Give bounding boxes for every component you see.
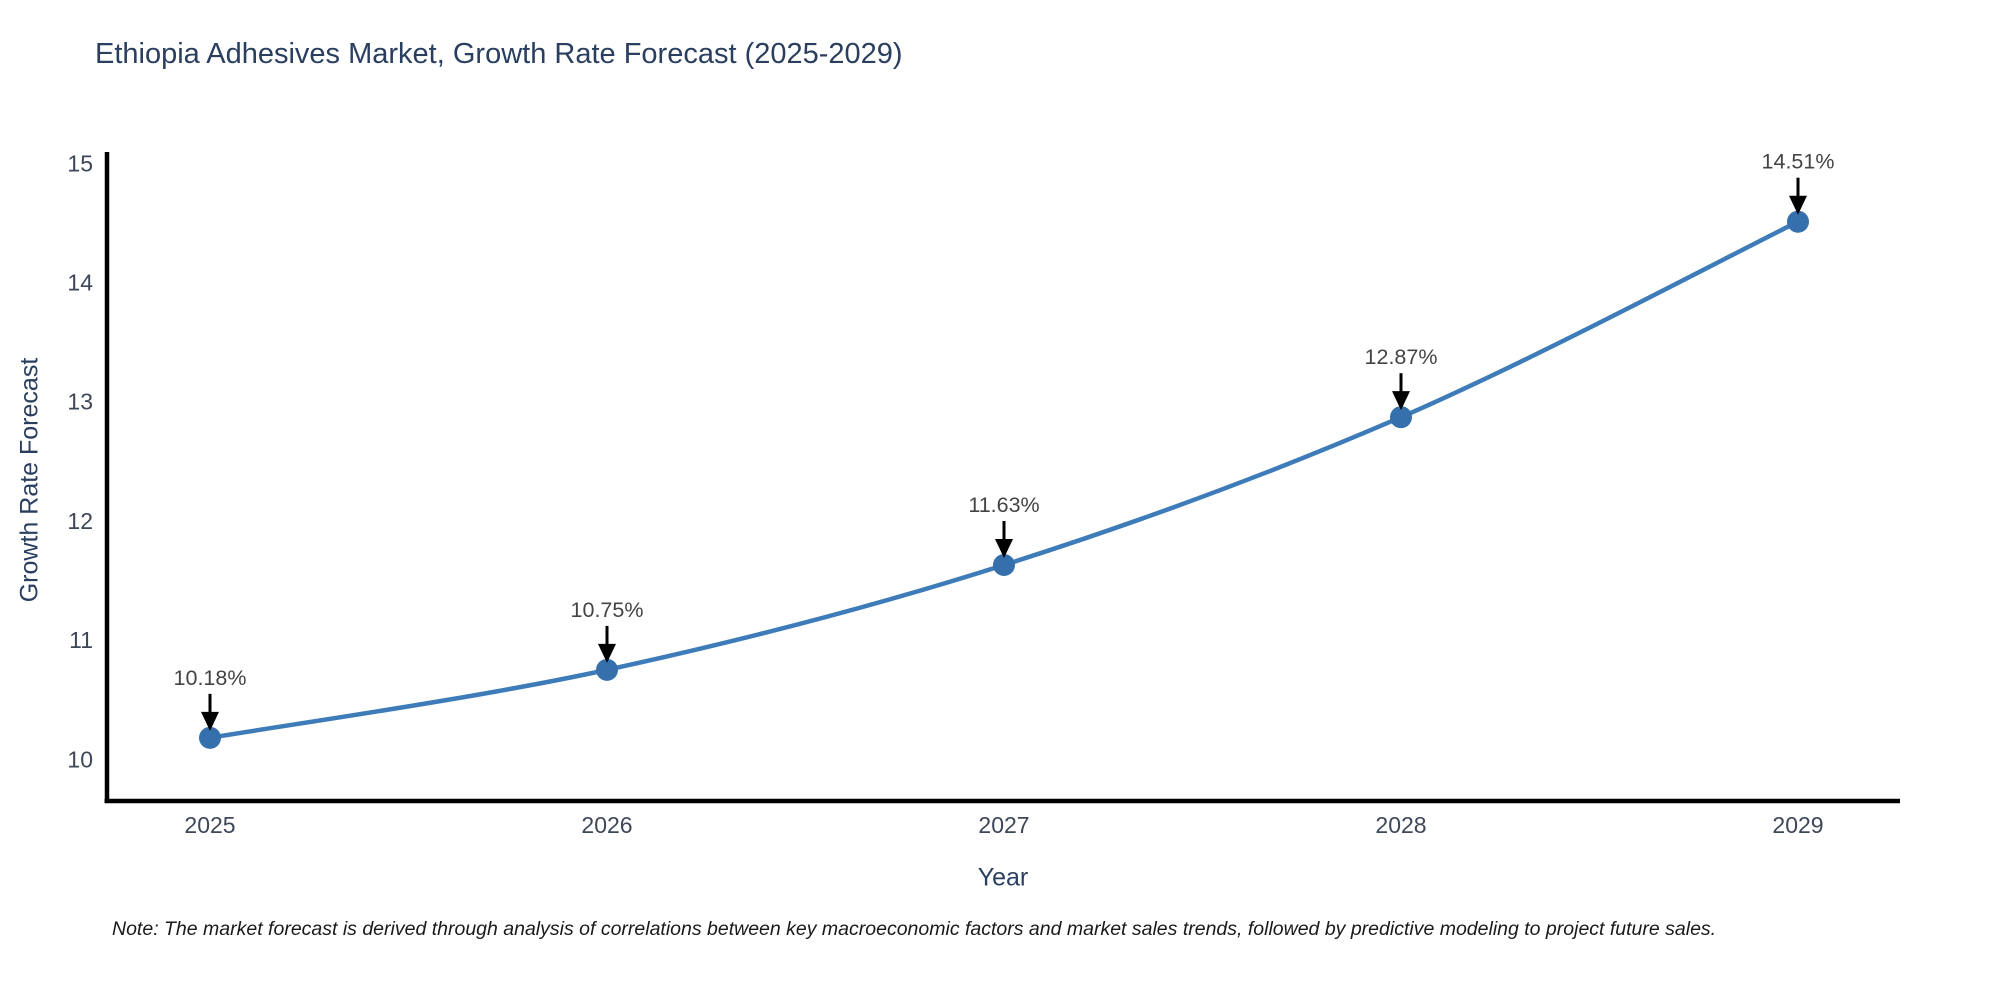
- point-value-label: 14.51%: [1762, 150, 1835, 174]
- data-point-marker: [596, 658, 618, 681]
- annotation-arrow-head: [1392, 391, 1410, 411]
- y-tick-label: 13: [67, 389, 93, 415]
- annotation-arrow-head: [995, 538, 1013, 558]
- footnote-text: Note: The market forecast is derived thr…: [112, 918, 1717, 940]
- chart-title: Ethiopia Adhesives Market, Growth Rate F…: [95, 38, 903, 70]
- forecast-line: [207, 219, 1801, 741]
- x-axis-title: Year: [977, 863, 1029, 892]
- point-value-label: 10.18%: [174, 666, 247, 690]
- x-tick-label: 2028: [1375, 812, 1426, 838]
- data-point-marker: [1787, 210, 1809, 233]
- point-value-label: 12.87%: [1365, 345, 1438, 369]
- y-tick-label: 14: [67, 269, 93, 295]
- x-tick-label: 2029: [1772, 812, 1823, 838]
- y-tick-label: 10: [67, 746, 93, 772]
- data-point-marker: [199, 726, 221, 749]
- data-point-marker: [1390, 406, 1412, 429]
- y-tick-label: 11: [69, 627, 93, 653]
- data-point-marker: [993, 553, 1015, 576]
- annotation-arrow-head: [598, 643, 616, 663]
- x-tick-label: 2025: [184, 812, 235, 838]
- y-tick-label: 15: [67, 150, 93, 176]
- annotation-arrow-head: [1789, 195, 1807, 215]
- point-value-label: 10.75%: [571, 598, 644, 622]
- x-tick-label: 2026: [581, 812, 632, 838]
- x-tick-label: 2027: [978, 812, 1029, 838]
- point-value-label: 11.63%: [968, 493, 1039, 517]
- annotation-arrow-head: [201, 711, 219, 731]
- y-tick-label: 12: [67, 508, 93, 534]
